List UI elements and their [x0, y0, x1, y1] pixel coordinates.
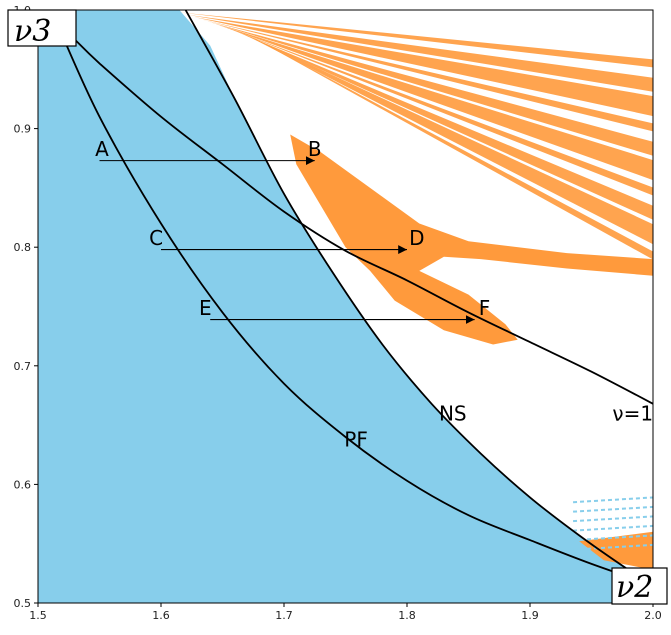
y-tick-label-4: 0.9: [14, 123, 32, 136]
point-label-a: A: [95, 137, 109, 161]
stable-region: [38, 10, 653, 603]
point-label-d: D: [409, 226, 424, 250]
chaotic-streak-1: [179, 12, 653, 68]
chaotic-streak-6: [216, 24, 653, 181]
curve-label-ns: NS: [439, 401, 467, 425]
y-axis-label-box: [7, 9, 77, 47]
corner-stable-dash-3: [572, 515, 653, 523]
chaotic-streak-9: [238, 31, 653, 245]
corner-stable-dash-6: [572, 543, 653, 551]
chaotic-streak-2: [186, 14, 653, 92]
chaotic-streak-4: [201, 19, 653, 132]
x-tick-label-4: 1.9: [521, 609, 539, 622]
x-tick-label-3: 1.8: [398, 609, 416, 622]
curve-label-nu1: ν=1: [612, 401, 653, 425]
curve-nu1: [74, 38, 653, 405]
x-axis-label: ν2: [616, 570, 653, 605]
chaotic-streak-7: [223, 26, 653, 196]
corner-stable-dash-2: [572, 505, 653, 513]
point-label-f: F: [479, 296, 491, 320]
chaotic-corner-band: [579, 531, 653, 570]
x-tick-label-5: 2.0: [644, 609, 662, 622]
chaotic-streaks: [179, 12, 653, 260]
x-axis-label-box: [611, 567, 668, 605]
label-layer: NS PF ν=1 A B C D E F: [95, 137, 653, 452]
chaotic-streak-5: [209, 21, 653, 156]
tick-layer: 1.51.61.71.81.92.00.50.60.70.80.91.0: [14, 4, 662, 622]
x-tick-label-0: 1.5: [29, 609, 47, 622]
chaotic-streak-8: [231, 29, 653, 220]
corner-stable-dash-4: [572, 524, 653, 532]
arrow-layer: [99, 156, 475, 324]
curve-layer: [55, 10, 653, 587]
point-label-e: E: [199, 296, 212, 320]
chaotic-region-main: [290, 134, 653, 345]
plot-frame: [37, 9, 654, 604]
corner-stable-dash-5: [572, 534, 653, 542]
point-label-b: B: [308, 137, 322, 161]
curve-pf: [55, 21, 653, 587]
chaotic-streak-3: [194, 17, 653, 117]
y-axis-label: ν3: [14, 14, 51, 49]
x-tick-label-2: 1.7: [275, 609, 293, 622]
curve-ns: [184, 10, 653, 586]
y-tick-label-2: 0.7: [14, 360, 32, 373]
point-label-c: C: [149, 226, 163, 250]
x-tick-label-1: 1.6: [152, 609, 170, 622]
curve-label-pf: PF: [344, 427, 368, 451]
chaotic-streak-10: [245, 33, 653, 260]
y-tick-label-3: 0.8: [14, 241, 32, 254]
corner-stable-dash-1: [572, 496, 653, 504]
y-tick-label-0: 0.5: [14, 597, 32, 610]
y-tick-label-1: 0.6: [14, 478, 32, 491]
region-layer: [38, 10, 653, 603]
